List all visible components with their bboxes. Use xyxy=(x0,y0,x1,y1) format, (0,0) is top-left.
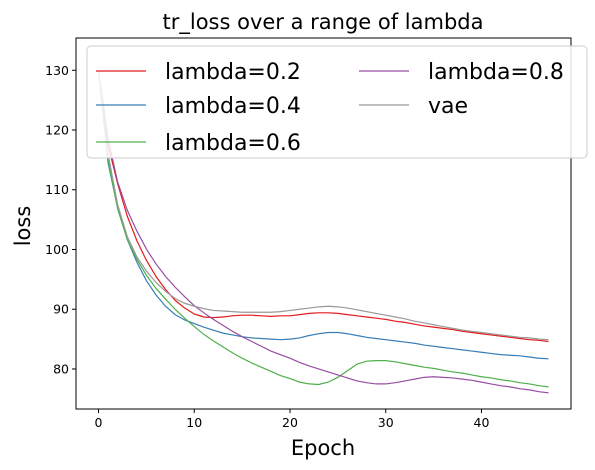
x-tick-label-3: 30 xyxy=(378,415,394,430)
y-axis-label: loss xyxy=(11,206,35,247)
axes: 0 10 20 30 40 80 90 100 110 120 130 xyxy=(45,37,572,430)
x-tick-label-2: 20 xyxy=(282,415,298,430)
x-tick-label-1: 10 xyxy=(186,415,202,430)
legend-box xyxy=(86,45,588,159)
series-line-0 xyxy=(97,70,549,343)
y-tick-label-0: 80 xyxy=(53,361,69,376)
legend-label-3: lambda=0.8 xyxy=(428,60,564,85)
y-tick-label-4: 120 xyxy=(45,123,69,138)
chart-title: tr_loss over a range of lambda xyxy=(163,10,484,35)
legend: lambda=0.2 lambda=0.4 lambda=0.6 lambda=0.8… xyxy=(86,45,588,159)
series-line-3 xyxy=(97,70,549,394)
legend-label-2: lambda=0.6 xyxy=(165,131,301,156)
x-tick-label-4: 40 xyxy=(474,415,490,430)
series-layer xyxy=(97,70,549,394)
legend-label-4: vae xyxy=(428,94,468,119)
y-tick-label-1: 90 xyxy=(53,302,69,317)
series-line-4 xyxy=(97,70,549,341)
legend-label-0: lambda=0.2 xyxy=(165,60,301,85)
series-line-1 xyxy=(97,70,549,360)
x-axis-label: Epoch xyxy=(291,436,355,460)
legend-label-1: lambda=0.4 xyxy=(165,94,301,119)
series-line-2 xyxy=(97,70,549,388)
plot-frame xyxy=(75,37,572,410)
x-tick-label-0: 0 xyxy=(95,415,103,430)
y-tick-label-3: 110 xyxy=(45,182,69,197)
y-tick-label-5: 130 xyxy=(45,63,69,78)
y-tick-label-2: 100 xyxy=(45,242,69,257)
